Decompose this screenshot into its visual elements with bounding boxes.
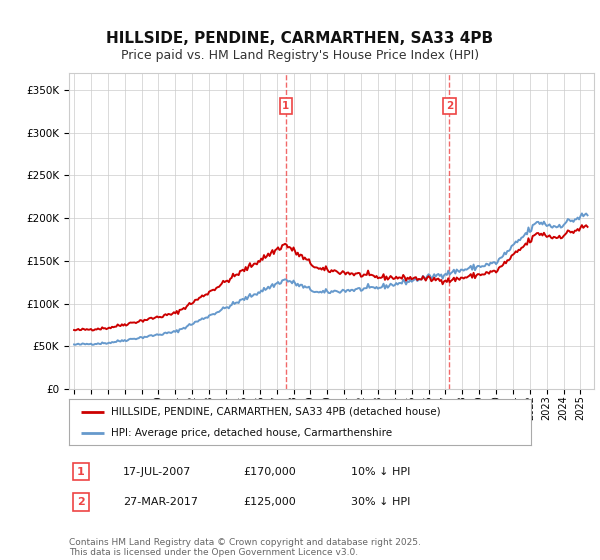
Text: £125,000: £125,000	[243, 497, 296, 507]
Text: 1: 1	[282, 101, 289, 111]
Text: 10% ↓ HPI: 10% ↓ HPI	[351, 466, 410, 477]
Text: Price paid vs. HM Land Registry's House Price Index (HPI): Price paid vs. HM Land Registry's House …	[121, 49, 479, 62]
Text: £170,000: £170,000	[243, 466, 296, 477]
Text: 30% ↓ HPI: 30% ↓ HPI	[351, 497, 410, 507]
Text: HILLSIDE, PENDINE, CARMARTHEN, SA33 4PB (detached house): HILLSIDE, PENDINE, CARMARTHEN, SA33 4PB …	[110, 407, 440, 417]
Text: Contains HM Land Registry data © Crown copyright and database right 2025.
This d: Contains HM Land Registry data © Crown c…	[69, 538, 421, 557]
Text: 2: 2	[446, 101, 453, 111]
Text: 17-JUL-2007: 17-JUL-2007	[123, 466, 191, 477]
Text: HPI: Average price, detached house, Carmarthenshire: HPI: Average price, detached house, Carm…	[110, 428, 392, 438]
Text: 2: 2	[77, 497, 85, 507]
Text: 1: 1	[77, 466, 85, 477]
Text: HILLSIDE, PENDINE, CARMARTHEN, SA33 4PB: HILLSIDE, PENDINE, CARMARTHEN, SA33 4PB	[106, 31, 494, 46]
Text: 27-MAR-2017: 27-MAR-2017	[123, 497, 198, 507]
